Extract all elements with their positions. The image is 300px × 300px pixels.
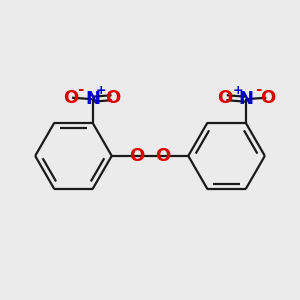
Text: O: O <box>106 89 121 107</box>
Text: N: N <box>85 90 100 108</box>
Text: O: O <box>63 89 78 107</box>
Text: O: O <box>129 147 145 165</box>
Text: -: - <box>255 82 261 97</box>
Text: O: O <box>155 147 171 165</box>
Text: +: + <box>95 84 106 98</box>
Text: O: O <box>260 89 275 107</box>
Text: +: + <box>232 84 243 98</box>
Text: N: N <box>238 90 253 108</box>
Text: O: O <box>218 89 233 107</box>
Text: -: - <box>77 82 83 97</box>
